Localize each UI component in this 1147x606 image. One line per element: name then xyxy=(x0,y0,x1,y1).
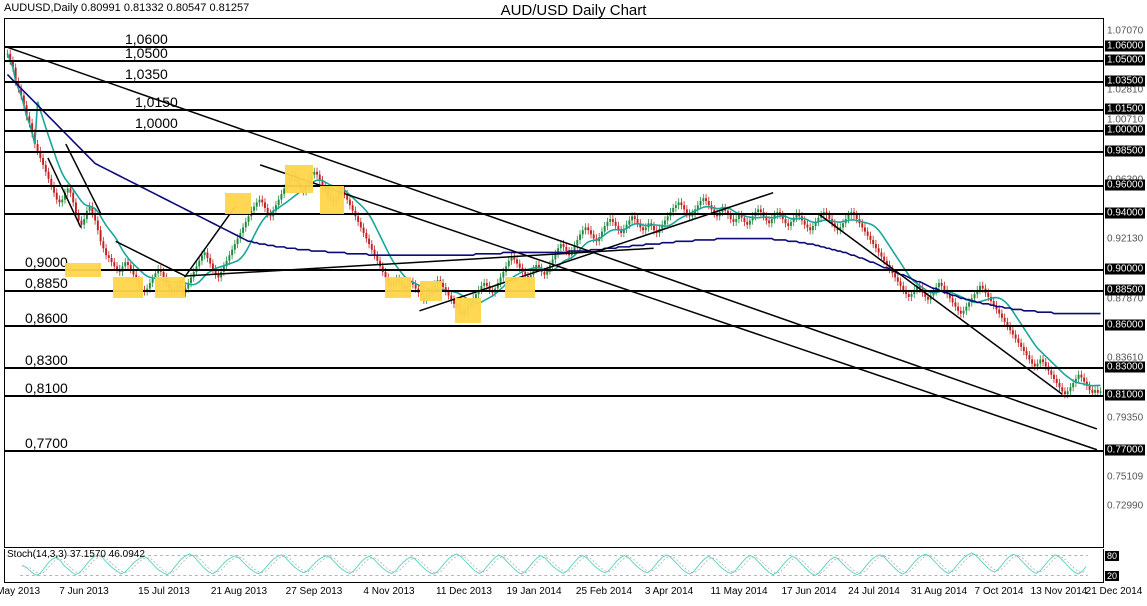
hline-label: 0,7700 xyxy=(25,435,68,451)
x-axis-label: 11 Dec 2013 xyxy=(436,586,492,597)
highlight-zone xyxy=(285,165,313,193)
x-axis-label: 25 Feb 2014 xyxy=(576,586,632,597)
y-axis-level-box: 1.06000 xyxy=(1105,40,1145,51)
x-axis-label: 19 Jan 2014 xyxy=(506,586,561,597)
x-axis: 1 May 20137 Jun 201315 Jul 201321 Aug 20… xyxy=(4,584,1104,604)
hline xyxy=(5,60,1103,62)
x-axis-label: 17 Jun 2014 xyxy=(781,586,836,597)
x-axis-label: 21 Dec 2014 xyxy=(1086,586,1143,597)
x-axis-label: 4 Nov 2013 xyxy=(363,586,414,597)
highlight-zone xyxy=(320,186,344,214)
hline xyxy=(5,367,1103,369)
y-axis-level-box: 0.88500 xyxy=(1105,284,1145,295)
y-axis-level-box: 0.98500 xyxy=(1105,145,1145,156)
highlight-zone xyxy=(455,298,481,323)
symbol-info: AUDUSD,Daily 0.80991 0.81332 0.80547 0.8… xyxy=(4,2,249,14)
chart-title: AUD/USD Daily Chart xyxy=(501,2,647,19)
y-axis-level-box: 0.90000 xyxy=(1105,264,1145,275)
highlight-zone xyxy=(225,193,251,214)
y-axis-label: 0.79350 xyxy=(1107,412,1143,423)
x-axis-label: 21 Aug 2013 xyxy=(211,586,267,597)
stochastic-y-axis: 2080 xyxy=(1105,549,1145,583)
x-axis-label: 3 Apr 2014 xyxy=(645,586,693,597)
hline-label: 0,9000 xyxy=(25,254,68,270)
highlight-zone xyxy=(65,263,101,277)
hline xyxy=(5,81,1103,83)
x-axis-label: 1 May 2013 xyxy=(0,586,40,597)
hline-label: 1,0350 xyxy=(125,66,168,82)
y-axis-label: 0.75109 xyxy=(1107,471,1143,482)
y-axis-level-box: 0.96000 xyxy=(1105,180,1145,191)
hline-label: 0,8600 xyxy=(25,310,68,326)
highlight-zone xyxy=(420,281,442,301)
hline-label: 0,8300 xyxy=(25,352,68,368)
hline-label: 0,8100 xyxy=(25,380,68,396)
y-axis-level-box: 0.81000 xyxy=(1105,389,1145,400)
y-axis-label: 0.72990 xyxy=(1107,501,1143,512)
y-axis-level-box: 0.77000 xyxy=(1105,445,1145,456)
x-axis-label: 27 Sep 2013 xyxy=(286,586,343,597)
hline xyxy=(5,450,1103,452)
stoch-axis-label: 20 xyxy=(1105,571,1119,581)
hline xyxy=(5,151,1103,153)
y-axis-level-box: 1.05000 xyxy=(1105,54,1145,65)
y-axis-level-box: 1.00000 xyxy=(1105,124,1145,135)
y-axis-level-box: 0.86000 xyxy=(1105,319,1145,330)
y-axis-label: 1.02810 xyxy=(1107,85,1143,96)
hline-label: 0,8850 xyxy=(25,275,68,291)
highlight-zone xyxy=(505,277,535,298)
y-axis-level-box: 0.94000 xyxy=(1105,208,1145,219)
stochastic-pane[interactable]: Stoch(14,3,3) 37.1570 46.0942 xyxy=(4,549,1104,583)
y-axis-label: 1.07070 xyxy=(1107,25,1143,36)
x-axis-label: 24 Jul 2014 xyxy=(848,586,900,597)
y-axis-level-box: 0.83000 xyxy=(1105,361,1145,372)
y-axis: 1.070701.028101.007100.963900.921300.878… xyxy=(1105,18,1145,548)
y-axis-level-box: 1.03500 xyxy=(1105,75,1145,86)
x-axis-label: 15 Jul 2013 xyxy=(138,586,190,597)
x-axis-label: 11 May 2014 xyxy=(710,586,767,597)
x-axis-label: 13 Nov 2014 xyxy=(1031,586,1088,597)
hline-label: 1,0000 xyxy=(135,115,178,131)
highlight-zone xyxy=(113,277,143,298)
hline xyxy=(5,269,1103,271)
stochastic-svg xyxy=(5,549,1103,582)
stoch-axis-label: 80 xyxy=(1105,551,1119,561)
hline xyxy=(5,213,1103,215)
price-chart-pane[interactable]: 1,06001,05001,03501,01501,00000,90000,88… xyxy=(4,18,1104,548)
hline xyxy=(5,325,1103,327)
hline-label: 1,0150 xyxy=(135,94,178,110)
x-axis-label: 31 Aug 2014 xyxy=(911,586,967,597)
hline-label: 1,0500 xyxy=(125,45,168,61)
highlight-zone xyxy=(385,277,411,298)
stochastic-label: Stoch(14,3,3) 37.1570 46.0942 xyxy=(7,549,145,560)
hline xyxy=(5,185,1103,187)
hline xyxy=(5,46,1103,48)
highlight-zone xyxy=(155,277,185,298)
hline xyxy=(5,395,1103,397)
x-axis-label: 7 Jun 2013 xyxy=(59,586,109,597)
y-axis-label: 0.92130 xyxy=(1107,234,1143,245)
x-axis-label: 7 Oct 2014 xyxy=(975,586,1024,597)
y-axis-level-box: 1.01500 xyxy=(1105,103,1145,114)
